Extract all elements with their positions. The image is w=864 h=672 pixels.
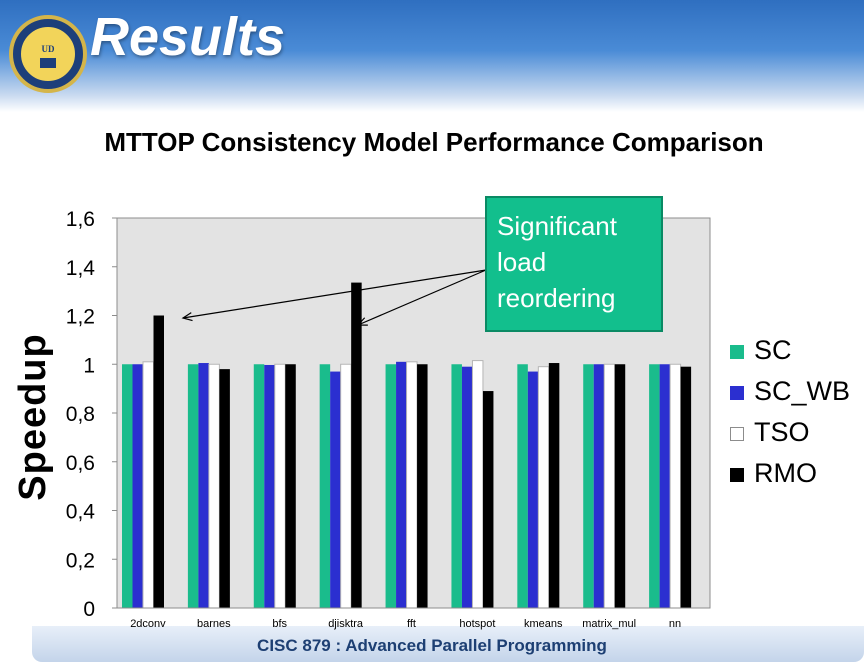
legend-label: TSO bbox=[754, 417, 810, 447]
y-tick-label: 1,4 bbox=[66, 257, 96, 280]
bar-rmo-barnes bbox=[219, 369, 230, 608]
y-tick-label: 1,6 bbox=[66, 208, 95, 231]
x-tick-label: nn bbox=[669, 618, 681, 630]
bar-sc-nn bbox=[649, 364, 660, 608]
bar-tso-2dconv bbox=[142, 361, 154, 609]
callout-arrow-2dconv-head bbox=[181, 312, 193, 322]
bar-sc-wb-bfs bbox=[264, 364, 275, 608]
legend-item-rmo: RMO bbox=[730, 456, 864, 496]
y-tick-label: 0,8 bbox=[66, 403, 95, 426]
bar-rmo-matrix-mul bbox=[614, 364, 626, 608]
bar-rmo-hotspot bbox=[482, 391, 494, 608]
bar-sc-wb-2dconv bbox=[132, 364, 143, 608]
bar-tso-hotspot bbox=[471, 360, 484, 609]
bar-tso-matrix-mul bbox=[603, 363, 616, 609]
x-tick-label: djisktra bbox=[328, 618, 364, 630]
bar-sc-wb-fft bbox=[396, 361, 407, 608]
x-tick-label: bfs bbox=[272, 618, 287, 630]
bar-sc-wb-nn bbox=[659, 364, 671, 608]
y-tick-label: 1 bbox=[83, 354, 95, 377]
x-tick-label: barnes bbox=[197, 618, 231, 630]
bar-tso-bfs bbox=[274, 363, 286, 609]
slide-title: Results bbox=[90, 7, 286, 67]
chart-title: MTTOP Consistency Model Performance Comp… bbox=[104, 127, 764, 157]
legend-label: SC bbox=[754, 335, 792, 365]
bar-rmo-kmeans bbox=[548, 363, 560, 608]
legend-swatch bbox=[730, 386, 744, 400]
university-seal-icon: UD bbox=[9, 15, 87, 93]
bar-tso-nn bbox=[669, 363, 682, 609]
bar-sc-matrix-mul bbox=[583, 364, 594, 608]
y-tick-label: 1,2 bbox=[66, 306, 95, 329]
annotation-callout: Significant load reordering bbox=[485, 196, 663, 332]
legend-item-sc-wb: SC_WB bbox=[730, 374, 864, 414]
y-tick-label: 0,6 bbox=[66, 452, 95, 475]
legend-label: RMO bbox=[754, 458, 817, 488]
bar-sc-barnes bbox=[187, 364, 199, 608]
bar-sc-wb-matrix-mul bbox=[593, 364, 605, 608]
x-tick-label: hotspot bbox=[459, 618, 495, 630]
bar-sc-wb-hotspot bbox=[461, 366, 473, 608]
x-tick-label: fft bbox=[407, 618, 416, 630]
bar-sc-hotspot bbox=[451, 364, 462, 608]
bar-rmo-fft bbox=[417, 364, 428, 608]
y-tick-label: 0,2 bbox=[66, 549, 95, 572]
bar-sc-2dconv bbox=[122, 364, 133, 608]
x-tick-label: matrix_mul bbox=[582, 618, 636, 630]
bar-sc-wb-barnes bbox=[198, 363, 209, 608]
x-tick-label: kmeans bbox=[524, 618, 563, 630]
bar-sc-bfs bbox=[253, 364, 265, 608]
slide-header bbox=[0, 0, 864, 112]
y-tick-label: 0 bbox=[83, 598, 95, 621]
bar-rmo-djisktra bbox=[351, 282, 362, 608]
y-tick-label: 0,4 bbox=[66, 501, 96, 524]
x-tick-label: 2dconv bbox=[130, 618, 166, 630]
footer-text: CISC 879 : Advanced Parallel Programming bbox=[257, 636, 607, 655]
bar-tso-barnes bbox=[208, 363, 220, 609]
callout-arrow-2dconv bbox=[182, 269, 487, 319]
callout-arrow-djisktra-head bbox=[356, 317, 368, 326]
bar-rmo-2dconv bbox=[153, 315, 164, 608]
legend-item-tso: TSO bbox=[730, 415, 864, 455]
legend-swatch bbox=[730, 345, 744, 359]
legend-swatch bbox=[730, 468, 744, 482]
bar-rmo-bfs bbox=[285, 364, 296, 608]
bar-rmo-nn bbox=[680, 366, 692, 608]
bar-sc-kmeans bbox=[517, 364, 528, 608]
bar-sc-wb-kmeans bbox=[527, 371, 539, 608]
footer-bar bbox=[32, 626, 864, 662]
callout-arrow-djisktra bbox=[357, 269, 487, 326]
bar-sc-fft bbox=[385, 364, 397, 608]
legend-swatch bbox=[730, 427, 744, 441]
bar-sc-djisktra bbox=[319, 364, 331, 608]
svg-text:UD: UD bbox=[42, 44, 55, 54]
legend-label: SC_WB bbox=[754, 376, 851, 406]
bar-sc-wb-djisktra bbox=[330, 371, 341, 608]
bar-tso-fft bbox=[406, 361, 418, 609]
legend-item-sc: SC bbox=[730, 333, 864, 373]
bar-tso-djisktra bbox=[340, 363, 352, 609]
bar-tso-kmeans bbox=[537, 366, 550, 609]
